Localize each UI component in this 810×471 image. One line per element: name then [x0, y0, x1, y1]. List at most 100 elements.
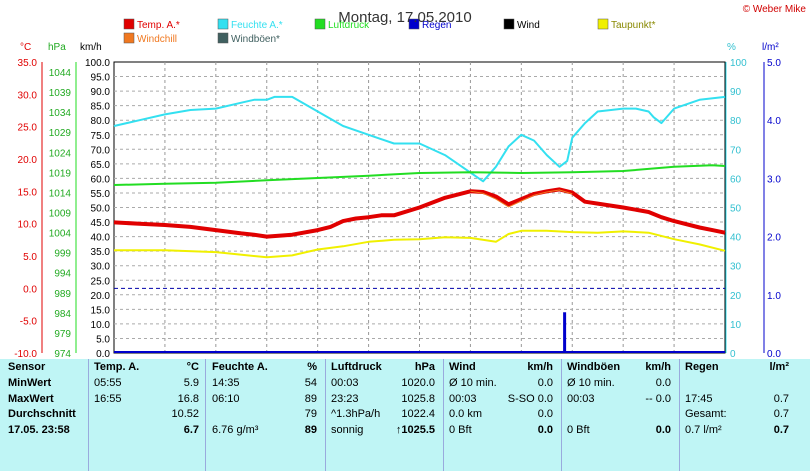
cell-sub: 14:35 — [212, 377, 240, 389]
cell-sub: 05:55 — [94, 377, 122, 389]
tick-label-kmh: 0.0 — [96, 349, 110, 359]
cell-sub: sonnig — [331, 424, 364, 436]
weather-chart: °C hPa km/h% l/m² 35.0 30.0 25.0 20.0 15.0 10.0 5.… — [14, 4, 807, 359]
tick-label-kmh: 10.0 — [91, 320, 111, 331]
tick-label-hpa: 1039 — [49, 88, 72, 99]
tick-label-lm2: 3.0 — [767, 174, 781, 185]
legend-label: Wind — [517, 20, 540, 31]
tick-label-kmh: 20.0 — [91, 291, 111, 302]
legend-label: Regen — [422, 20, 451, 31]
legend-label: Temp. A.* — [137, 20, 180, 31]
tick-label-hpa: 1004 — [49, 229, 72, 240]
tick-label-hpa: 999 — [54, 249, 71, 260]
tick-label-kmh: 65.0 — [91, 160, 111, 171]
cell-value: 1025.8 — [401, 393, 435, 405]
cell-value: 0.0 — [655, 377, 671, 389]
cell-value: 0.0 — [655, 424, 671, 436]
tick-label-lm2: 1.0 — [767, 291, 781, 302]
row-label: Durchschnitt — [8, 408, 76, 420]
tick-label-kmh: 70.0 — [91, 145, 111, 156]
tick-label-c: 15.0 — [18, 187, 38, 198]
cell-sub: 00:03 — [567, 393, 595, 405]
tick-label-hpa: 1019 — [49, 168, 72, 179]
tick-label-pct: 80 — [730, 116, 742, 127]
axis-unit-pct: % — [727, 42, 736, 53]
axis-unit-c: °C — [20, 42, 31, 53]
cell-sub: 0 Bft — [567, 424, 590, 436]
chart-axes: °C hPa km/h% l/m² 35.0 30.0 25.0 20.0 15.0 10.0 5.… — [14, 42, 781, 359]
cell-value: 0.0 — [537, 408, 553, 420]
cell-sub: 6.76 g/m³ — [212, 424, 259, 436]
tick-label-kmh: 80.0 — [91, 116, 111, 127]
row-label: Sensor — [8, 361, 46, 373]
tick-label-kmh: 45.0 — [91, 218, 111, 229]
legend-swatch — [408, 18, 420, 30]
cell-value: 16.8 — [177, 393, 199, 405]
cell-value: S-SO 0.0 — [507, 393, 553, 405]
tick-label-c: -5.0 — [20, 317, 38, 328]
tick-label-pct: 40 — [730, 233, 742, 244]
cell-value: 0.0 — [537, 424, 553, 436]
legend-swatch — [597, 18, 609, 30]
axis-unit-kmh: km/h — [80, 42, 102, 53]
tick-label-c: 5.0 — [23, 252, 37, 263]
cell-value: 79 — [304, 408, 317, 420]
axis-unit-lm2: l/m² — [762, 42, 779, 53]
col-unit: % — [307, 361, 317, 373]
col-unit: km/h — [645, 361, 671, 373]
cell-value: ↑1025.5 — [395, 424, 435, 436]
tick-label-pct: 60 — [730, 174, 742, 185]
cell-sub: 23:23 — [331, 393, 359, 405]
cell-sub: 00:03 — [331, 377, 359, 389]
col-head: Windböen — [567, 361, 621, 373]
cell-value: 1020.0 — [401, 377, 435, 389]
tick-label-kmh: 60.0 — [91, 174, 111, 185]
cell-value: 1022.4 — [401, 408, 435, 420]
cell-sub: Ø 10 min. — [449, 377, 497, 389]
legend-swatch — [123, 32, 135, 44]
tick-label-hpa: 1034 — [49, 108, 72, 119]
legend-swatch — [123, 18, 135, 30]
tick-label-kmh: 75.0 — [91, 131, 111, 142]
col-head: Feuchte A. — [212, 361, 268, 373]
tick-label-lm2: 4.0 — [767, 116, 781, 127]
rain-bar — [563, 312, 567, 353]
tick-label-lm2: 0.0 — [767, 349, 781, 359]
copyright: © Weber Mike — [743, 4, 807, 15]
row-label: 17.05. 23:58 — [8, 424, 70, 436]
series-line-1 — [113, 95, 726, 183]
tick-label-lm2: 2.0 — [767, 233, 781, 244]
legend-swatch — [217, 18, 229, 30]
col-head: Wind — [449, 361, 476, 373]
cell-value: 5.9 — [183, 377, 199, 389]
tick-label-c: 25.0 — [18, 123, 38, 134]
tick-label-c: 10.0 — [18, 220, 38, 231]
tick-label-kmh: 35.0 — [91, 247, 111, 258]
tick-label-hpa: 984 — [54, 309, 71, 320]
tick-label-hpa: 1024 — [49, 148, 72, 159]
tick-label-pct: 70 — [730, 145, 742, 156]
tick-label-kmh: 85.0 — [91, 102, 111, 113]
tick-label-c: 35.0 — [18, 58, 38, 69]
legend-label: Windchill — [137, 34, 177, 45]
tick-label-kmh: 5.0 — [96, 334, 110, 345]
legend-swatch — [314, 18, 326, 30]
tick-label-kmh: 50.0 — [91, 204, 111, 215]
row-label: MaxWert — [8, 393, 54, 405]
chart-series — [113, 95, 726, 353]
axis-unit-hpa: hPa — [48, 42, 66, 53]
series-line-3 — [114, 229, 726, 259]
col-unit: hPa — [414, 361, 435, 373]
legend-label: Windböen* — [231, 34, 280, 45]
tick-label-lm2: 5.0 — [767, 58, 781, 69]
cell-value: 0.7 — [773, 393, 789, 405]
cell-value: 0.7 — [773, 424, 789, 436]
tick-label-kmh: 100.0 — [85, 58, 110, 69]
cell-sub: Ø 10 min. — [567, 377, 615, 389]
tick-label-hpa: 1009 — [49, 209, 72, 220]
tick-label-kmh: 55.0 — [91, 189, 111, 200]
tick-label-c: -10.0 — [14, 349, 37, 359]
tick-label-hpa: 1044 — [49, 68, 72, 79]
legend-label: Feuchte A.* — [231, 20, 283, 31]
tick-label-pct: 10 — [730, 320, 742, 331]
